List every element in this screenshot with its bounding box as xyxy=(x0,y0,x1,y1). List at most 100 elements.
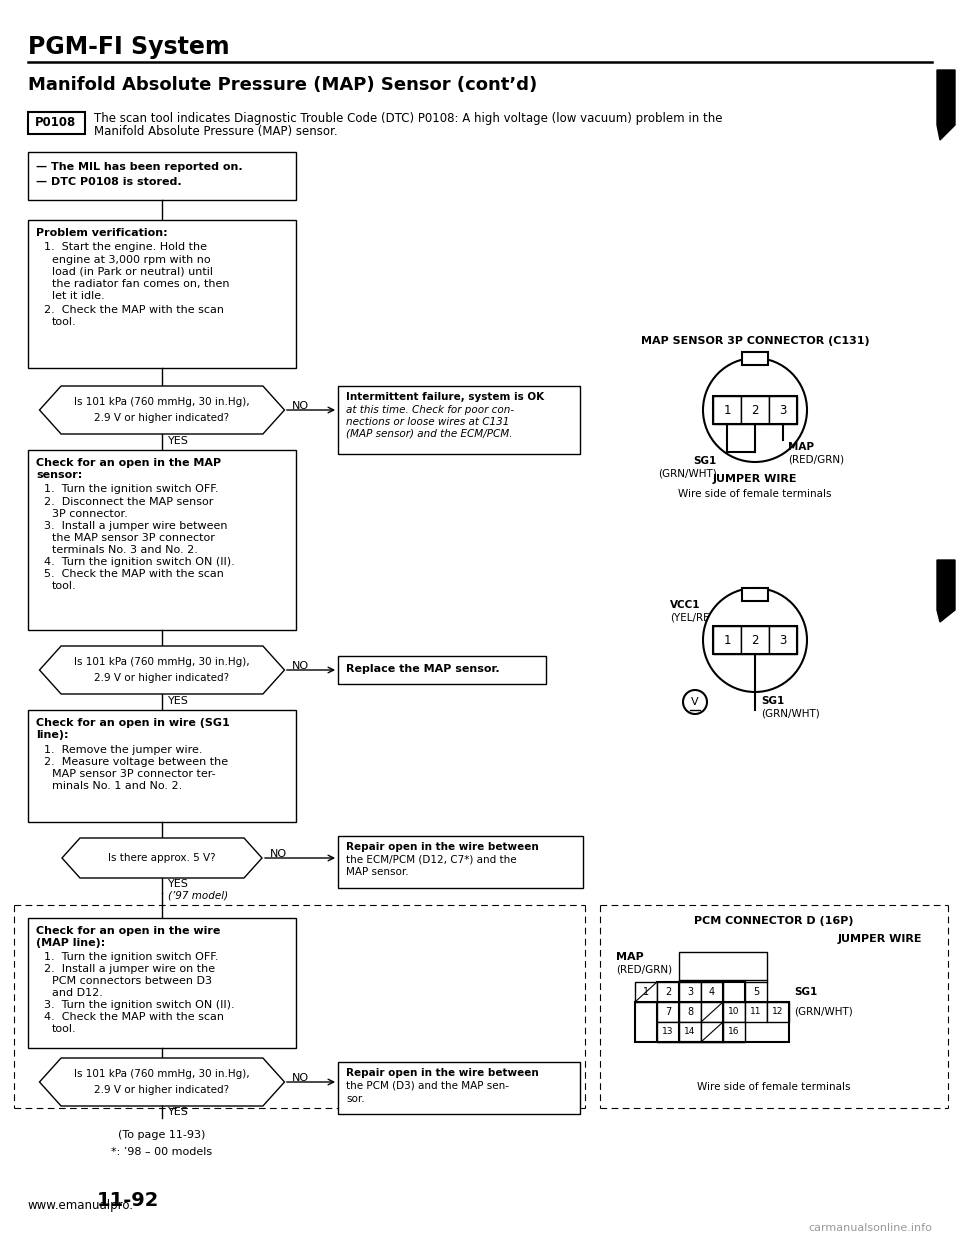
Text: NO: NO xyxy=(270,850,287,859)
Text: SG1: SG1 xyxy=(694,456,717,466)
Text: Is 101 kPa (760 mmHg, 30 in.Hg),: Is 101 kPa (760 mmHg, 30 in.Hg), xyxy=(74,1069,250,1079)
Bar xyxy=(767,1002,789,1022)
Polygon shape xyxy=(937,560,955,622)
Bar xyxy=(679,1002,701,1022)
Text: MAP: MAP xyxy=(616,953,644,963)
Text: 2.9 V or higher indicated?: 2.9 V or higher indicated? xyxy=(94,1086,229,1095)
Circle shape xyxy=(683,691,707,714)
Text: (MAP sensor) and the ECM/PCM.: (MAP sensor) and the ECM/PCM. xyxy=(346,428,513,438)
Text: tool.: tool. xyxy=(52,317,77,327)
Text: Wire side of female terminals: Wire side of female terminals xyxy=(697,1082,851,1092)
Text: 2.9 V or higher indicated?: 2.9 V or higher indicated? xyxy=(94,414,229,424)
Text: Replace the MAP sensor.: Replace the MAP sensor. xyxy=(346,664,499,674)
Bar xyxy=(741,396,769,424)
Text: terminals No. 3 and No. 2.: terminals No. 3 and No. 2. xyxy=(52,545,198,555)
Text: MAP SENSOR 3P CONNECTOR (C131): MAP SENSOR 3P CONNECTOR (C131) xyxy=(640,337,870,347)
Text: Repair open in the wire between: Repair open in the wire between xyxy=(346,1068,539,1078)
Text: carmanualsonline.info: carmanualsonline.info xyxy=(808,1223,932,1233)
Text: Is there approx. 5 V?: Is there approx. 5 V? xyxy=(108,853,216,863)
Text: 5: 5 xyxy=(753,987,759,997)
Text: Is 101 kPa (760 mmHg, 30 in.Hg),: Is 101 kPa (760 mmHg, 30 in.Hg), xyxy=(74,397,250,407)
Polygon shape xyxy=(39,386,284,433)
Text: 3: 3 xyxy=(780,633,786,647)
Text: Problem verification:: Problem verification: xyxy=(36,229,168,238)
Text: JUMPER WIRE: JUMPER WIRE xyxy=(838,934,923,944)
Text: 3: 3 xyxy=(780,404,786,416)
Text: minals No. 1 and No. 2.: minals No. 1 and No. 2. xyxy=(52,781,182,791)
Bar xyxy=(713,396,741,424)
Text: YES: YES xyxy=(168,696,189,705)
Text: YES: YES xyxy=(168,1107,189,1117)
Text: tool.: tool. xyxy=(52,581,77,591)
Polygon shape xyxy=(39,1058,284,1105)
Text: 3.  Install a jumper wire between: 3. Install a jumper wire between xyxy=(44,520,228,532)
Text: 3P connector.: 3P connector. xyxy=(52,509,128,519)
Text: (GRN/WHT): (GRN/WHT) xyxy=(659,468,717,478)
Text: — DTC P0108 is stored.: — DTC P0108 is stored. xyxy=(36,178,181,188)
Text: 4.  Check the MAP with the scan: 4. Check the MAP with the scan xyxy=(44,1012,224,1022)
Bar xyxy=(657,1002,679,1022)
Text: YES: YES xyxy=(168,879,189,889)
Bar xyxy=(28,220,296,368)
Polygon shape xyxy=(937,70,955,140)
Bar xyxy=(28,152,296,200)
Text: Repair open in the wire between: Repair open in the wire between xyxy=(346,842,539,852)
Bar xyxy=(723,1022,745,1042)
Text: 1.  Turn the ignition switch OFF.: 1. Turn the ignition switch OFF. xyxy=(44,953,219,963)
Bar xyxy=(713,626,741,655)
Text: 3.  Turn the ignition switch ON (II).: 3. Turn the ignition switch ON (II). xyxy=(44,1000,234,1010)
Text: V: V xyxy=(691,697,699,707)
Bar xyxy=(338,836,583,888)
Text: (RED/GRN): (RED/GRN) xyxy=(616,964,672,974)
Text: Check for an open in the wire: Check for an open in the wire xyxy=(36,927,221,936)
Bar xyxy=(338,656,546,684)
Text: 2.  Measure voltage between the: 2. Measure voltage between the xyxy=(44,758,228,768)
Text: 2.9 V or higher indicated?: 2.9 V or higher indicated? xyxy=(94,673,229,683)
Text: 1.  Start the engine. Hold the: 1. Start the engine. Hold the xyxy=(44,242,207,252)
Text: 8: 8 xyxy=(687,1007,693,1017)
Bar xyxy=(742,587,768,601)
Bar xyxy=(657,982,679,1002)
Bar xyxy=(635,982,657,1002)
Text: 2.  Install a jumper wire on the: 2. Install a jumper wire on the xyxy=(44,964,215,974)
Bar xyxy=(635,1002,789,1042)
Text: JUMPER WIRE: JUMPER WIRE xyxy=(712,474,797,484)
Bar xyxy=(28,112,85,134)
Text: 2.  Check the MAP with the scan: 2. Check the MAP with the scan xyxy=(44,306,224,315)
Polygon shape xyxy=(39,646,284,694)
Bar xyxy=(28,918,296,1048)
Text: engine at 3,000 rpm with no: engine at 3,000 rpm with no xyxy=(52,255,210,265)
Text: YES: YES xyxy=(168,436,189,446)
Text: (’97 model): (’97 model) xyxy=(168,891,228,900)
Text: 1.  Turn the ignition switch OFF.: 1. Turn the ignition switch OFF. xyxy=(44,484,219,494)
Text: line):: line): xyxy=(36,730,68,740)
Text: NO: NO xyxy=(292,661,309,671)
Text: Check for an open in the MAP: Check for an open in the MAP xyxy=(36,458,221,468)
Text: the ECM/PCM (D12, C7*) and the: the ECM/PCM (D12, C7*) and the xyxy=(346,854,516,864)
Text: sor.: sor. xyxy=(346,1094,365,1104)
Circle shape xyxy=(703,358,807,462)
Bar xyxy=(679,1022,701,1042)
Bar xyxy=(657,982,745,1042)
Bar xyxy=(713,626,797,655)
Text: 3: 3 xyxy=(687,987,693,997)
Bar xyxy=(679,982,723,1042)
Text: The scan tool indicates Diagnostic Trouble Code (DTC) P0108: A high voltage (low: The scan tool indicates Diagnostic Troub… xyxy=(94,112,723,125)
Bar xyxy=(769,626,797,655)
Bar xyxy=(769,396,797,424)
Text: 11: 11 xyxy=(751,1007,761,1016)
Text: 14: 14 xyxy=(684,1027,696,1037)
Text: SG1: SG1 xyxy=(761,696,784,705)
Text: at this time. Check for poor con-: at this time. Check for poor con- xyxy=(346,405,515,415)
Text: NO: NO xyxy=(292,1073,309,1083)
Text: 7: 7 xyxy=(665,1007,671,1017)
Bar xyxy=(745,982,767,1002)
Circle shape xyxy=(703,587,807,692)
Text: Check for an open in wire (SG1: Check for an open in wire (SG1 xyxy=(36,718,229,728)
Bar xyxy=(657,1022,679,1042)
Text: 16: 16 xyxy=(729,1027,740,1037)
Text: 1.  Remove the jumper wire.: 1. Remove the jumper wire. xyxy=(44,745,203,755)
Text: NO: NO xyxy=(292,401,309,411)
Text: tool.: tool. xyxy=(52,1023,77,1035)
Bar xyxy=(28,450,296,630)
